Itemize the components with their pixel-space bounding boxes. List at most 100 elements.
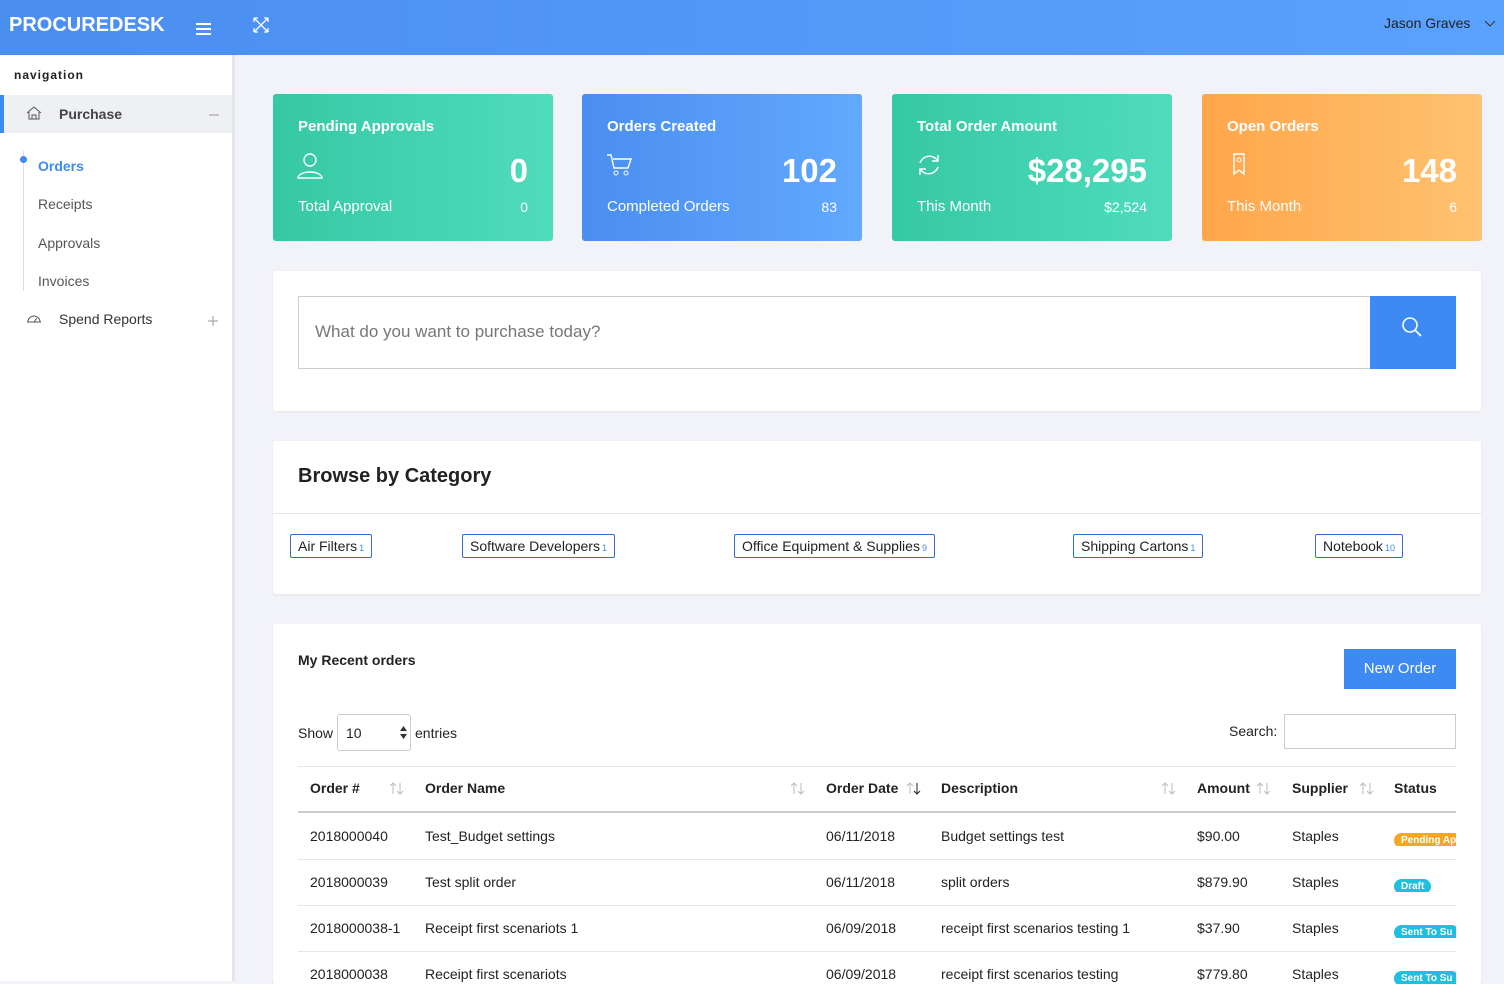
table-cell: $879.90 [1197, 874, 1248, 890]
stat-value: $28,295 [1027, 152, 1147, 189]
table-cell: split orders [941, 874, 1010, 890]
status-badge: Sent To Su [1394, 925, 1456, 938]
expand-icon [208, 316, 218, 326]
submenu-item[interactable]: Orders [38, 158, 84, 174]
stat-title: Open Orders [1227, 118, 1319, 135]
category-chip[interactable]: Shipping Cartons 1 [1073, 534, 1204, 558]
home-icon [26, 106, 42, 120]
nav-heading: navigation [14, 68, 85, 82]
header-rule [298, 811, 1456, 813]
submenu-item[interactable]: Receipts [38, 196, 93, 212]
table-cell: Receipt first scenariots [425, 966, 567, 982]
sort-icon[interactable] [1360, 782, 1374, 795]
column-header[interactable]: Order Date [826, 780, 899, 796]
chip-count: 1 [601, 543, 607, 553]
tree-line [23, 151, 24, 291]
category-chip[interactable]: Office Equipment & Supplies 9 [734, 534, 935, 558]
stat-card: Open Orders 148 This Month 6 [1202, 94, 1482, 241]
sidebar: navigation Purchase Spend Reports Orders… [0, 55, 235, 981]
orders-card: My Recent orders New Order Show 10 entri… [273, 624, 1481, 984]
new-order-button[interactable]: New Order [1344, 649, 1456, 689]
chip-label: Notebook [1323, 538, 1383, 554]
category-chip[interactable]: Software Developers 1 [462, 534, 615, 558]
table-cell: receipt first scenarios testing [941, 966, 1119, 982]
search-label: Search: [1229, 723, 1278, 739]
category-chip[interactable]: Notebook 10 [1315, 534, 1403, 558]
fullscreen-toggle[interactable] [253, 17, 269, 33]
stat-value: 148 [1401, 152, 1457, 189]
stat-card: Pending Approvals 0 Total Approval 0 [273, 94, 553, 241]
stat-card: Orders Created 102 Completed Orders 83 [582, 94, 862, 241]
chip-label: Office Equipment & Supplies [742, 538, 920, 554]
chip-count: 10 [1384, 543, 1395, 553]
show-label: Show [298, 725, 334, 741]
select-arrows [400, 726, 407, 739]
submenu-item[interactable]: Approvals [38, 235, 101, 251]
brand[interactable]: PROCUREDESK [9, 14, 165, 36]
table-cell: $779.80 [1197, 966, 1248, 982]
chip-label: Shipping Cartons [1081, 538, 1189, 554]
menu-toggle[interactable] [196, 22, 212, 36]
collapse-icon [209, 114, 219, 116]
status-badge: Pending Ap [1394, 833, 1456, 846]
top-bar: PROCUREDESK Jason Graves [0, 0, 1504, 55]
column-header[interactable]: Supplier [1292, 780, 1349, 796]
stat-sub-label: Total Approval [298, 198, 393, 215]
stat-sub-label: Completed Orders [607, 198, 730, 215]
chip-label: Software Developers [470, 538, 600, 554]
table-cell: Staples [1292, 874, 1339, 890]
table-cell: receipt first scenarios testing 1 [941, 920, 1131, 936]
stat-icon [607, 154, 632, 176]
table-search[interactable] [1284, 714, 1456, 749]
chip-count: 1 [1190, 543, 1196, 553]
sort-icon[interactable] [791, 782, 805, 795]
column-header[interactable]: Order # [310, 780, 360, 796]
search-card: What do you want to purchase today? [273, 271, 1481, 411]
table-cell: $37.90 [1197, 920, 1240, 936]
stat-icon [919, 155, 939, 175]
search-input[interactable]: What do you want to purchase today? [298, 296, 1371, 369]
table-cell: 06/11/2018 [826, 874, 896, 890]
page-size-select[interactable]: 10 [337, 714, 411, 751]
user-menu[interactable]: Jason Graves [1384, 15, 1471, 31]
sort-icon[interactable] [1162, 782, 1176, 795]
sort-icon[interactable] [907, 782, 921, 795]
table-cell: 06/09/2018 [826, 920, 897, 936]
table-cell: 06/09/2018 [826, 966, 897, 982]
table-cell[interactable]: 2018000038 [310, 966, 388, 982]
table-cell: $90.00 [1197, 828, 1240, 844]
table-cell[interactable]: 2018000040 [310, 828, 388, 844]
purchase-menu[interactable]: Purchase [0, 95, 232, 133]
stat-sub-value: $2,524 [1104, 199, 1147, 215]
status-cell: Pending Ap [1394, 830, 1456, 846]
divider [273, 513, 1481, 514]
active-dot [20, 156, 27, 163]
table-cell[interactable]: 2018000039 [310, 874, 388, 890]
column-header[interactable]: Description [941, 780, 1019, 796]
sort-icon[interactable] [390, 782, 404, 795]
stat-sub-label: This Month [1227, 198, 1302, 215]
stat-card: Total Order Amount $28,295 This Month $2,52… [892, 94, 1172, 241]
menu-label[interactable]: Spend Reports [59, 311, 153, 327]
submenu-item[interactable]: Invoices [38, 273, 90, 289]
search-button[interactable] [1370, 296, 1456, 369]
row-divider [298, 905, 1456, 906]
column-header[interactable]: Status [1394, 780, 1437, 796]
status-cell: Sent To Su [1394, 922, 1456, 938]
table-cell[interactable]: 2018000038-1 [310, 920, 401, 936]
entries-label: entries [415, 725, 458, 741]
table-cell: Staples [1292, 920, 1339, 936]
category-chip[interactable]: Air Filters 1 [290, 534, 373, 558]
row-divider [298, 951, 1456, 952]
menu-label: Purchase [59, 106, 123, 122]
column-header[interactable]: Order Name [425, 780, 506, 796]
row-divider [298, 859, 1456, 860]
sort-icon[interactable] [1257, 782, 1271, 795]
stat-icon [297, 153, 323, 179]
column-header[interactable]: Amount [1197, 780, 1250, 796]
table-cell: Staples [1292, 828, 1339, 844]
divider [298, 766, 1456, 767]
stat-sub-value: 83 [821, 199, 837, 215]
stat-title: Pending Approvals [298, 118, 435, 135]
